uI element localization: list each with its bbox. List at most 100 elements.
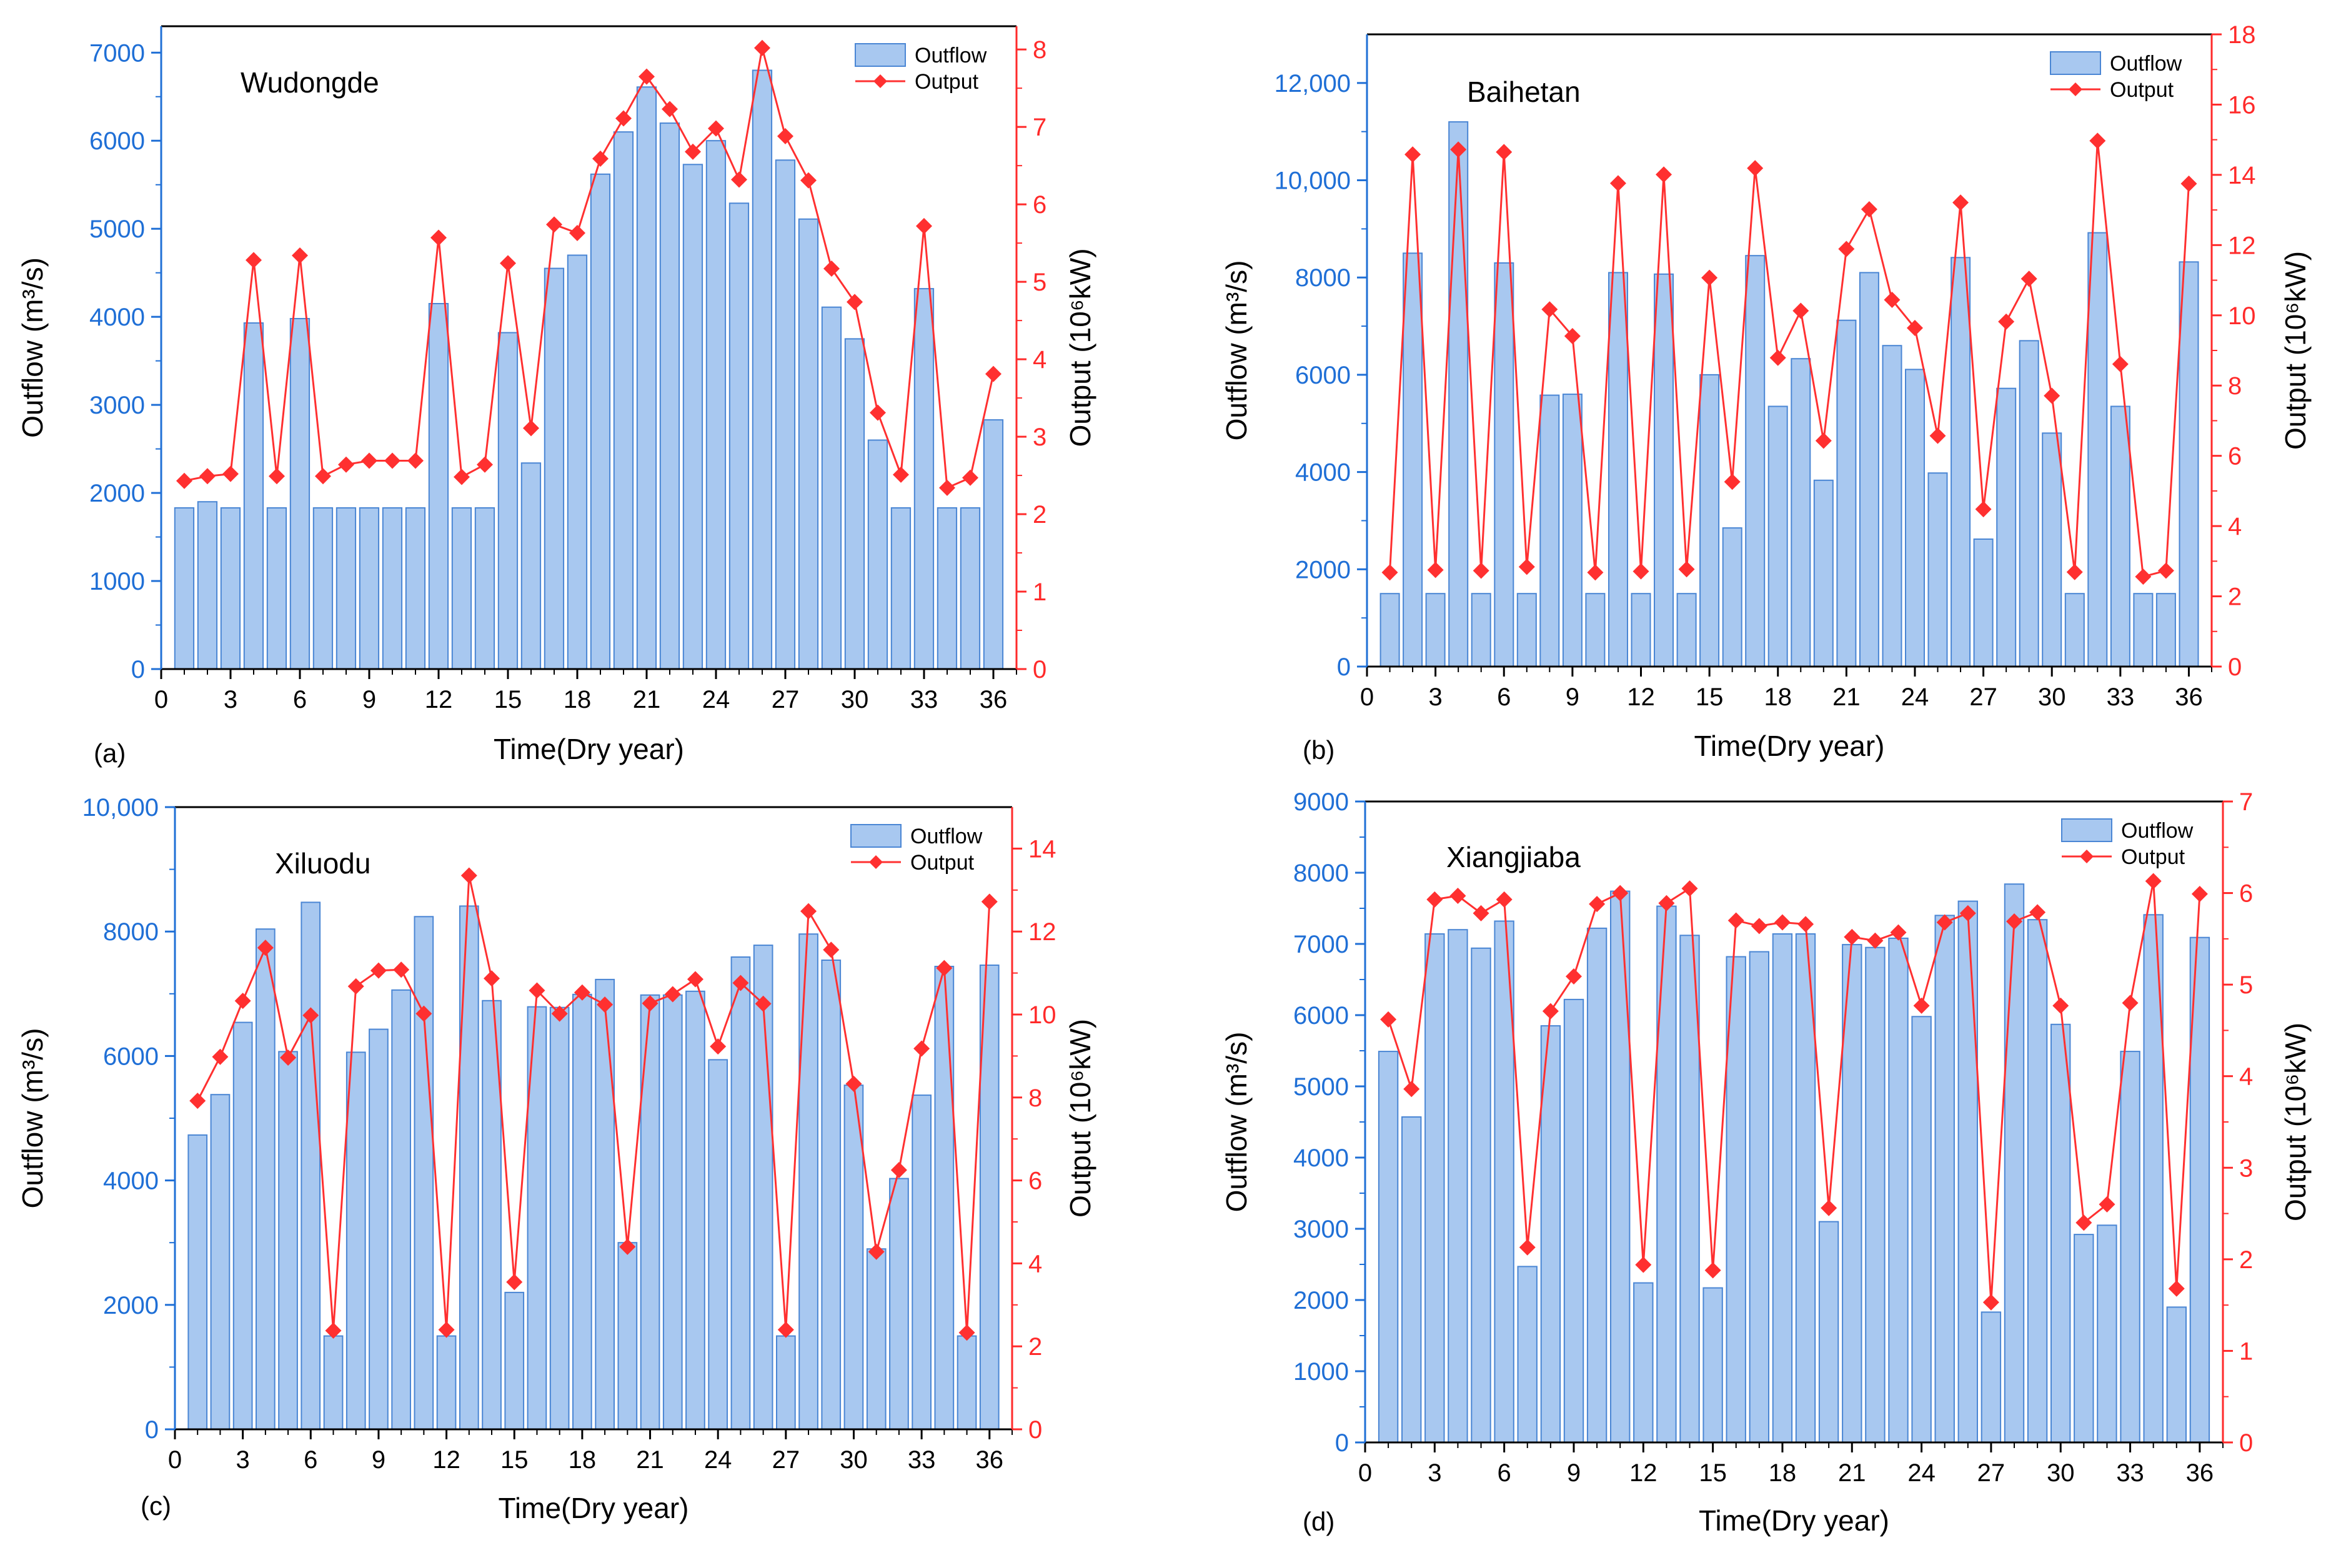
output-point	[1844, 928, 1861, 945]
output-point	[2066, 563, 2083, 580]
legend-marker-output	[2069, 82, 2082, 96]
y-tick-label: 12,000	[1275, 70, 1351, 97]
output-point	[1774, 914, 1791, 931]
output-point	[1404, 146, 1421, 163]
output-point	[2052, 997, 2069, 1014]
output-point	[189, 1093, 206, 1109]
output-point	[1838, 241, 1855, 257]
output-point	[454, 469, 470, 485]
outflow-bar	[1882, 345, 1902, 667]
output-point	[708, 120, 724, 137]
output-point	[1381, 564, 1398, 581]
outflow-bar	[1767, 405, 1788, 667]
y-tick-label: 0	[131, 656, 145, 683]
y-tick-label: 6000	[103, 1043, 159, 1070]
x-tick-label: 15	[494, 686, 522, 713]
output-point	[981, 893, 998, 910]
legend-swatch-outflow	[2050, 51, 2101, 75]
output-point	[246, 252, 262, 269]
outflow-bar	[2097, 1224, 2117, 1444]
output-point	[1403, 1081, 1420, 1098]
output-point	[2180, 175, 2197, 192]
outflow-bar	[1676, 593, 1697, 668]
output-point	[199, 468, 216, 485]
output-point	[1890, 924, 1907, 941]
outflow-bar	[1981, 1311, 2002, 1443]
outflow-bar	[1888, 937, 1909, 1443]
outflow-bar	[2050, 1023, 2071, 1444]
station-title: Baihetan	[1467, 76, 1581, 108]
station-title: Wudongde	[241, 66, 379, 99]
x-tick-label: 12	[1627, 683, 1655, 711]
legend-label-outflow: Outflow	[2121, 819, 2194, 843]
y-tick-label: 5000	[1293, 1073, 1349, 1101]
panel-label: (b)	[1303, 735, 1334, 765]
outflow-bar	[1448, 121, 1469, 668]
outflow-bar	[459, 905, 479, 1430]
output-point	[1518, 558, 1535, 575]
output-point	[1658, 895, 1675, 911]
outflow-bar	[1379, 593, 1400, 668]
outflow-bar	[1517, 1266, 1538, 1444]
output-point	[685, 143, 701, 160]
y-tick-label: 6000	[89, 127, 145, 155]
x-tick-label: 0	[1360, 683, 1374, 711]
output-point	[2191, 886, 2208, 903]
outflow-bar	[2019, 340, 2039, 667]
output-point	[958, 1324, 975, 1341]
x-tick-label: 21	[636, 1446, 664, 1474]
y-tick-label: 6000	[1295, 362, 1351, 389]
y-tick-label: 8000	[1293, 860, 1349, 887]
outflow-bar	[1654, 273, 1674, 667]
legend: Outflow Output	[855, 43, 987, 94]
outflow-bar	[2042, 432, 2062, 667]
y-tick-label: 3000	[1293, 1216, 1349, 1243]
y2-tick-label: 5	[2239, 971, 2253, 999]
output-point	[823, 941, 840, 958]
output-point	[962, 469, 978, 486]
outflow-bar	[752, 69, 773, 670]
output-point	[1821, 1199, 1837, 1216]
outflow-bar	[889, 1178, 909, 1430]
output-point	[1427, 562, 1444, 578]
outflow-bar	[1540, 1025, 1561, 1443]
output-point	[370, 962, 387, 979]
x-tick-label: 36	[2175, 683, 2203, 711]
output-point	[1681, 880, 1698, 897]
y2-tick-label: 1	[2239, 1337, 2253, 1365]
x-tick-label: 36	[976, 1446, 1004, 1474]
outflow-bar	[1911, 1016, 1932, 1444]
outflow-bar	[595, 978, 615, 1430]
outflow-bar	[1905, 369, 1925, 668]
outflow-bar	[798, 933, 818, 1430]
outflow-bar	[1791, 358, 1811, 667]
outflow-bar	[1745, 255, 1766, 667]
outflow-bar	[2179, 261, 2199, 667]
x-tick-label: 21	[1838, 1459, 1866, 1487]
output-point	[1913, 997, 1930, 1014]
outflow-bar	[1813, 479, 1834, 667]
output-point	[868, 1243, 885, 1260]
outflow-bar	[659, 122, 680, 670]
output-point	[597, 996, 614, 1013]
outflow-bar	[776, 1335, 796, 1431]
panel-label: (c)	[141, 1491, 171, 1521]
chart-panel-2: 0 3 6 9 12 15 18 21 24 27 30 33 36020004000600080001…	[1220, 21, 2312, 765]
outflow-bar	[2087, 232, 2108, 668]
x-tick-label: 3	[1428, 683, 1442, 711]
outflow-bar	[1772, 933, 1793, 1443]
output-point	[847, 294, 863, 310]
y2-tick-label: 5	[1033, 269, 1046, 296]
outflow-bar	[1586, 927, 1608, 1443]
outflow-bar	[1749, 951, 1770, 1443]
x-tick-label: 30	[2047, 1459, 2075, 1487]
outflow-bar	[775, 159, 796, 670]
y-tick-label: 2000	[89, 480, 145, 507]
output-point	[1496, 144, 1513, 161]
outflow-bar	[2166, 1306, 2187, 1443]
x-tick-label: 27	[1977, 1459, 2005, 1487]
outflow-bar	[844, 338, 865, 670]
station-title: Xiluodu	[275, 847, 370, 880]
output-point	[1704, 1262, 1721, 1279]
outflow-bar	[1957, 900, 1979, 1443]
